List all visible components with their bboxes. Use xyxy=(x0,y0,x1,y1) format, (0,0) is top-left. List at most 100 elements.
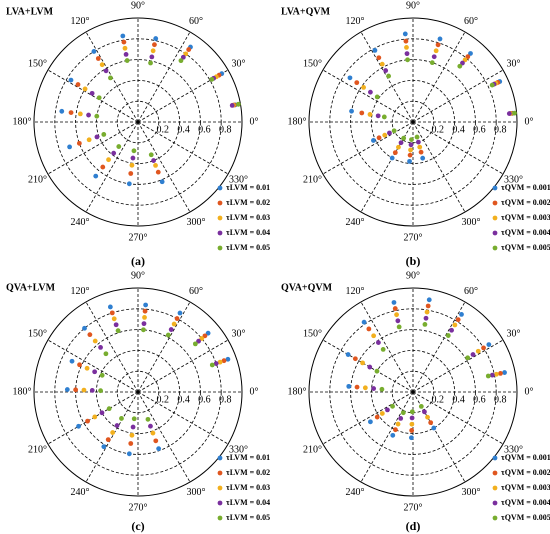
chart-title: QVA+LVM xyxy=(6,282,56,293)
point xyxy=(98,388,103,394)
r-tick-label: 0.4 xyxy=(452,124,465,135)
point xyxy=(153,162,158,168)
grid-spoke xyxy=(85,301,139,393)
theta-tick-label: 270° xyxy=(404,502,423,513)
point xyxy=(468,51,473,56)
point xyxy=(96,95,102,101)
theta-tick-label: 90° xyxy=(131,0,145,11)
point xyxy=(368,89,373,95)
theta-tick-label: 120° xyxy=(71,16,90,27)
theta-tick-label: 270° xyxy=(129,502,148,513)
point xyxy=(111,150,117,156)
point xyxy=(192,341,198,347)
point xyxy=(382,132,388,138)
point xyxy=(107,304,113,310)
panel-label: (d) xyxy=(406,519,421,533)
point xyxy=(106,157,111,163)
point xyxy=(392,306,398,311)
point xyxy=(124,58,130,63)
theta-tick-label: 330° xyxy=(229,174,248,185)
grid-spoke xyxy=(47,69,139,123)
theta-tick-label: 60° xyxy=(464,286,478,297)
legend-label: τLVM = 0.03 xyxy=(226,213,270,222)
theta-tick-label: 150° xyxy=(303,58,322,69)
theta-tick-label: 330° xyxy=(504,174,523,185)
legend-marker xyxy=(217,245,223,251)
r-tick-label: 0.6 xyxy=(198,124,211,135)
point xyxy=(131,416,137,422)
point xyxy=(101,444,107,450)
point xyxy=(408,147,413,153)
theta-tick-label: 270° xyxy=(404,232,423,243)
point xyxy=(354,384,360,390)
point xyxy=(361,85,366,90)
point xyxy=(68,77,74,83)
point xyxy=(372,47,378,53)
point xyxy=(481,345,486,351)
theta-tick-label: 120° xyxy=(346,286,365,297)
point xyxy=(352,356,358,362)
point xyxy=(178,58,184,64)
theta-tick-label: 210° xyxy=(303,444,322,455)
r-tick-label: 0.8 xyxy=(494,394,507,405)
point xyxy=(512,110,517,116)
theta-tick-label: 240° xyxy=(71,217,90,228)
point xyxy=(366,326,372,332)
point xyxy=(426,297,432,303)
grid-spoke xyxy=(137,31,191,123)
grid-circle xyxy=(54,308,222,476)
r-tick-label: 0.4 xyxy=(452,394,465,405)
point xyxy=(101,132,107,137)
r-tick-label: 0.4 xyxy=(177,394,190,405)
point xyxy=(361,319,367,325)
theta-tick-label: 60° xyxy=(189,16,203,27)
point xyxy=(360,360,365,366)
grid-spoke xyxy=(360,301,414,393)
grid-spoke xyxy=(137,121,229,175)
point xyxy=(89,388,95,393)
r-tick-label: 0.2 xyxy=(157,394,170,405)
point xyxy=(424,309,430,315)
point xyxy=(502,370,507,375)
point xyxy=(165,332,171,338)
chart-title: LVA+LVM xyxy=(6,6,54,17)
point xyxy=(395,318,401,324)
point xyxy=(82,325,87,331)
point xyxy=(128,441,134,446)
point xyxy=(400,410,406,416)
legend-label: τQVM = 0.005 xyxy=(501,513,550,522)
point xyxy=(455,317,461,323)
legend-marker xyxy=(217,470,223,476)
point xyxy=(94,134,100,140)
point xyxy=(108,75,113,81)
point xyxy=(180,54,186,60)
point xyxy=(347,75,353,81)
point xyxy=(82,86,88,92)
point xyxy=(422,322,428,327)
point xyxy=(111,316,117,322)
theta-tick-label: 300° xyxy=(462,217,481,228)
point xyxy=(142,315,147,320)
point xyxy=(99,62,105,68)
outer-circle xyxy=(308,17,518,227)
point xyxy=(94,113,100,119)
point xyxy=(401,135,407,141)
point xyxy=(449,327,454,333)
chart-title: LVA+QVM xyxy=(281,6,331,17)
legend-marker xyxy=(492,245,498,251)
theta-tick-label: 150° xyxy=(28,328,47,339)
point xyxy=(457,63,463,69)
point xyxy=(205,330,211,336)
theta-tick-label: 150° xyxy=(28,58,47,69)
point xyxy=(59,108,65,114)
point xyxy=(93,173,99,179)
theta-tick-label: 90° xyxy=(131,270,145,281)
grid-spoke xyxy=(137,339,229,393)
point xyxy=(371,333,377,339)
point xyxy=(142,308,148,314)
point xyxy=(73,387,79,393)
point xyxy=(445,333,451,338)
legend-label: τQVM = 0.003 xyxy=(501,483,550,492)
point xyxy=(374,94,380,100)
